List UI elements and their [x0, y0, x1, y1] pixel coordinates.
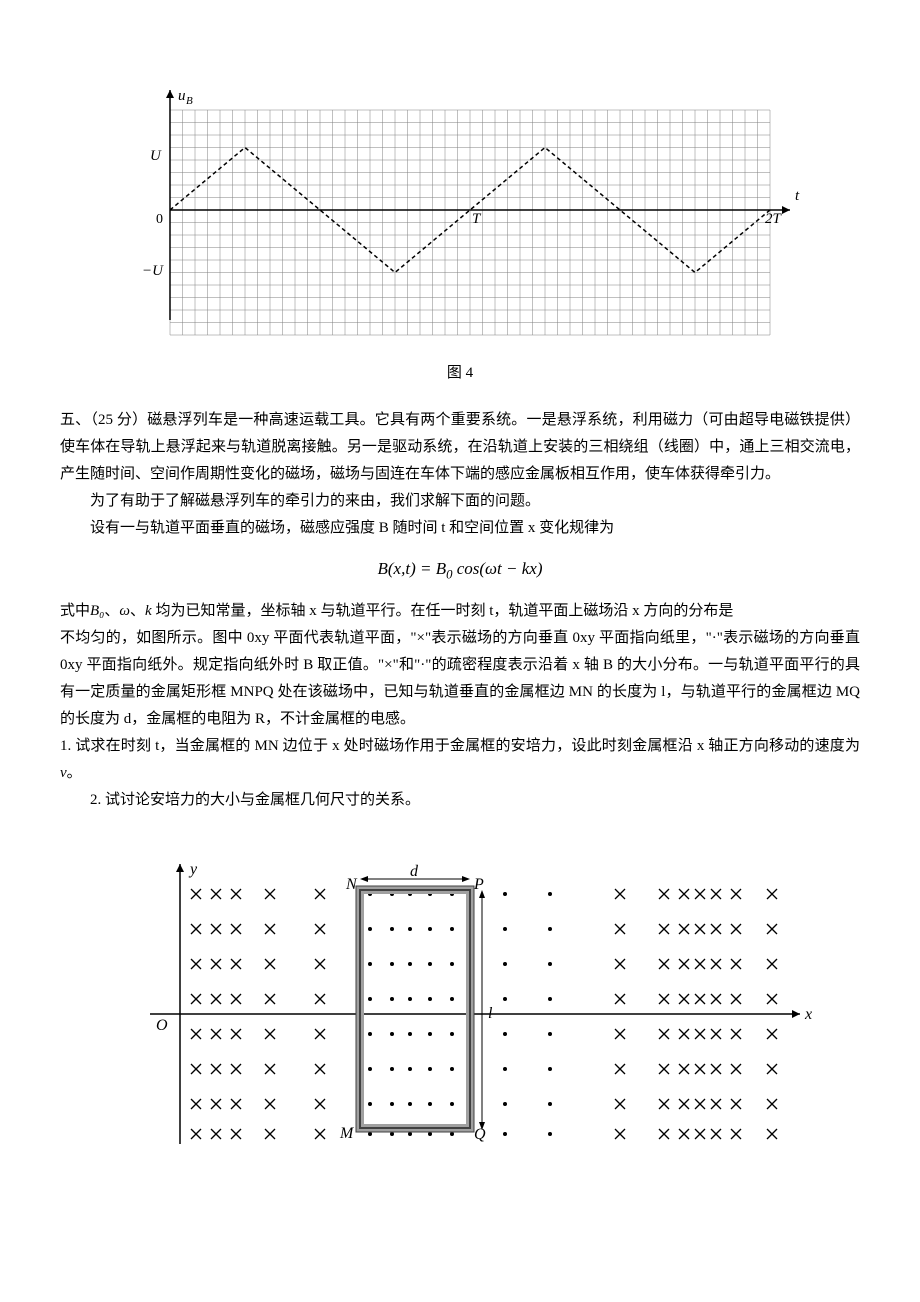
- para-4: 式中B₀、ω、k 均为已知常量，坐标轴 x 与轨道平行。在任一时刻 t，轨道平面…: [60, 598, 860, 625]
- label-P: P: [473, 876, 484, 893]
- origin-label-2: O: [156, 1017, 168, 1034]
- x-axis-label-2: x: [804, 1006, 812, 1023]
- y-tick-U: U: [150, 148, 162, 164]
- svg-text:B: B: [186, 95, 193, 107]
- chart-uB-vs-t: u B t 0 U −U T 2T: [60, 60, 860, 340]
- question-2: 2. 试讨论安培力的大小与金属框几何尺寸的关系。: [60, 787, 860, 814]
- y-axis-label-2: y: [188, 861, 198, 878]
- y-axis-label: u: [178, 88, 186, 104]
- para-3: 设有一与轨道平面垂直的磁场，磁感应强度 B 随时间 t 和空间位置 x 变化规律…: [60, 515, 860, 542]
- formula-B: B(x,t) = B0 cos(ωt − kx): [60, 554, 860, 586]
- problem-intro: 五、（25 分）磁悬浮列车是一种高速运载工具。它具有两个重要系统。一是悬浮系统，…: [60, 407, 860, 488]
- y-tick-negU: −U: [142, 263, 164, 279]
- label-N: N: [345, 876, 358, 893]
- field-diagram: y x O N P M Q d l: [60, 834, 860, 1164]
- para-5: 不均匀的，如图所示。图中 0xy 平面代表轨道平面，"×"表示磁场的方向垂直 0…: [60, 625, 860, 733]
- question-1: 1. 试求在时刻 t，当金属框的 MN 边位于 x 处时磁场作用于金属框的安培力…: [60, 733, 860, 787]
- svg-text:d: d: [410, 863, 419, 880]
- label-Q: Q: [474, 1126, 486, 1143]
- x-tick-2T: 2T: [765, 211, 783, 227]
- figure-4-caption: 图 4: [60, 360, 860, 387]
- label-M: M: [339, 1125, 355, 1142]
- triangular-wave-chart: u B t 0 U −U T 2T: [110, 60, 810, 340]
- svg-text:l: l: [488, 1005, 493, 1022]
- magnetic-field-diagram: y x O N P M Q d l: [100, 834, 820, 1164]
- origin-label: 0: [156, 212, 163, 227]
- para-2: 为了有助于了解磁悬浮列车的牵引力的来由，我们求解下面的问题。: [60, 488, 860, 515]
